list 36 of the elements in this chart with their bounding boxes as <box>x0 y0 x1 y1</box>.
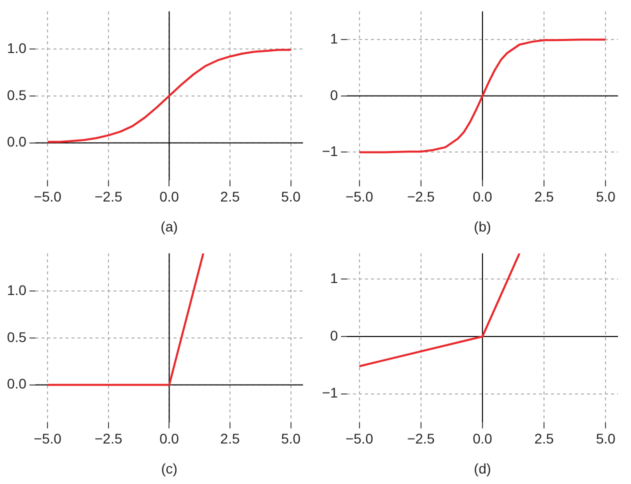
x-tick-label: −5.0 <box>34 430 62 447</box>
x-tick-label: 2.5 <box>534 430 554 447</box>
x-tick-label: 0.0 <box>472 430 492 447</box>
x-tick-label: 0.0 <box>159 188 180 205</box>
x-tick-label: 5.0 <box>596 430 616 447</box>
x-tick-label: 5.0 <box>596 188 616 205</box>
y-tick-label: 0 <box>330 86 338 103</box>
x-tick-label: −5.0 <box>345 430 374 447</box>
x-tick-label: −2.5 <box>407 430 435 447</box>
x-axis-title: (c) <box>161 460 178 476</box>
y-tick-label: 1 <box>330 30 338 46</box>
x-tick-label: 2.5 <box>534 188 554 205</box>
x-tick-label: −2.5 <box>94 188 122 205</box>
x-tick-label: 5.0 <box>281 430 301 447</box>
y-tick-label: 1.0 <box>6 282 27 298</box>
y-tick-label: −1 <box>322 384 338 401</box>
x-tick-label: 2.5 <box>220 188 240 205</box>
y-tick-label: 0.0 <box>6 376 27 392</box>
x-tick-label: 2.5 <box>220 430 240 447</box>
y-tick-label: 0.0 <box>6 134 27 150</box>
x-tick-label: −5.0 <box>34 188 62 205</box>
y-tick-label: 0 <box>330 327 338 344</box>
x-tick-label: −2.5 <box>407 188 435 205</box>
x-tick-label: 0.0 <box>472 188 492 205</box>
x-tick-label: 0.0 <box>159 430 180 447</box>
y-tick-label: −1 <box>322 143 338 160</box>
x-tick-label: −2.5 <box>94 430 122 447</box>
x-tick-label: 5.0 <box>281 188 301 205</box>
y-tick-label: 1 <box>330 270 338 286</box>
y-tick-label: 0.5 <box>6 86 27 103</box>
x-axis-title: (a) <box>160 218 178 234</box>
x-tick-label: −5.0 <box>345 188 374 205</box>
y-tick-label: 1.0 <box>6 40 27 56</box>
x-axis-title: (b) <box>474 218 492 234</box>
x-axis-title: (d) <box>474 460 492 476</box>
y-tick-label: 0.5 <box>6 328 27 345</box>
